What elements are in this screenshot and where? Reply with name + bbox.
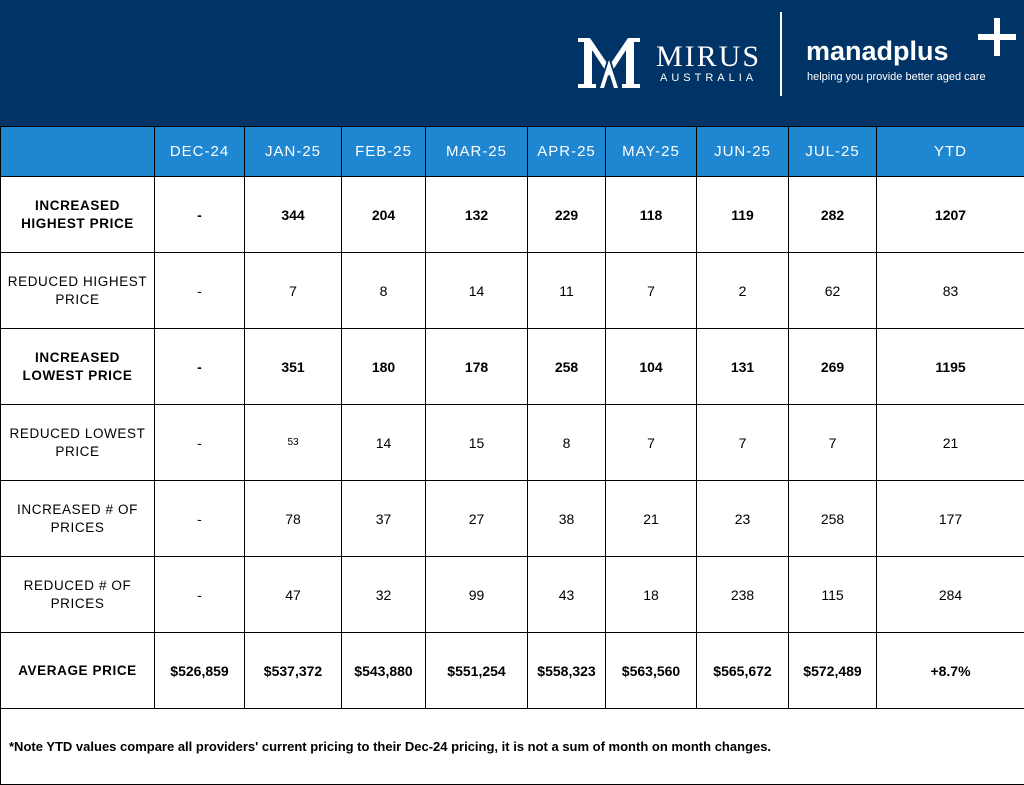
- table-cell: 8: [528, 405, 606, 481]
- column-header: JUL-25: [789, 127, 877, 177]
- table-cell: 1207: [877, 177, 1024, 253]
- table-cell: 47: [245, 557, 342, 633]
- table-cell: 78: [245, 481, 342, 557]
- table-cell: -: [155, 481, 245, 557]
- row-label: REDUCED LOWEST PRICE: [1, 405, 155, 481]
- table-cell: 258: [789, 481, 877, 557]
- table-cell: 11: [528, 253, 606, 329]
- ytd-note: *Note YTD values compare all providers' …: [1, 709, 1024, 785]
- table-cell: 37: [342, 481, 426, 557]
- manadplus-tagline: helping you provide better aged care: [807, 71, 986, 83]
- table-cell: 2: [697, 253, 789, 329]
- table-row: REDUCED LOWEST PRICE - 53 14 15 8 7 7 7 …: [1, 405, 1024, 481]
- table-cell: 99: [426, 557, 528, 633]
- table-cell: $565,672: [697, 633, 789, 709]
- table-row: INCREASED # OF PRICES - 78 37 27 38 21 2…: [1, 481, 1024, 557]
- table-header-row: DEC-24 JAN-25 FEB-25 MAR-25 APR-25 MAY-2…: [1, 127, 1024, 177]
- table-row: INCREASED HIGHEST PRICE - 344 204 132 22…: [1, 177, 1024, 253]
- row-label: REDUCED HIGHEST PRICE: [1, 253, 155, 329]
- column-header: MAR-25: [426, 127, 528, 177]
- table-cell: $551,254: [426, 633, 528, 709]
- table-cell: 15: [426, 405, 528, 481]
- table-cell: 7: [245, 253, 342, 329]
- table-cell: 43: [528, 557, 606, 633]
- table-cell: 8: [342, 253, 426, 329]
- table-cell: 351: [245, 329, 342, 405]
- note-row: *Note YTD values compare all providers' …: [1, 709, 1024, 785]
- header-banner: MIRUS AUSTRALIA manadplus helping you pr…: [0, 0, 1024, 126]
- row-label: INCREASED # OF PRICES: [1, 481, 155, 557]
- pricing-table: DEC-24 JAN-25 FEB-25 MAR-25 APR-25 MAY-2…: [0, 126, 1024, 785]
- table-row: AVERAGE PRICE $526,859 $537,372 $543,880…: [1, 633, 1024, 709]
- table-cell: 177: [877, 481, 1024, 557]
- table-cell: -: [155, 405, 245, 481]
- manadplus-name: manadplus: [806, 36, 949, 67]
- table-cell: 282: [789, 177, 877, 253]
- table-row: REDUCED # OF PRICES - 47 32 99 43 18 238…: [1, 557, 1024, 633]
- table-cell: 132: [426, 177, 528, 253]
- header-divider: [780, 12, 782, 96]
- table-row: REDUCED HIGHEST PRICE - 7 8 14 11 7 2 62…: [1, 253, 1024, 329]
- table-cell: 14: [426, 253, 528, 329]
- table-cell: 21: [877, 405, 1024, 481]
- row-label: INCREASED HIGHEST PRICE: [1, 177, 155, 253]
- table-cell: 38: [528, 481, 606, 557]
- table-cell: 269: [789, 329, 877, 405]
- row-label: REDUCED # OF PRICES: [1, 557, 155, 633]
- mirus-subtitle: AUSTRALIA: [660, 72, 757, 84]
- column-header: MAY-25: [606, 127, 697, 177]
- table-cell: +8.7%: [877, 633, 1024, 709]
- mirus-name: MIRUS: [656, 40, 761, 74]
- table-cell: $563,560: [606, 633, 697, 709]
- table-cell: 104: [606, 329, 697, 405]
- table-cell: 7: [697, 405, 789, 481]
- column-header: JUN-25: [697, 127, 789, 177]
- table-cell: 258: [528, 329, 606, 405]
- table-cell: 180: [342, 329, 426, 405]
- table-cell: 14: [342, 405, 426, 481]
- table-cell: $526,859: [155, 633, 245, 709]
- table-cell: 119: [697, 177, 789, 253]
- table-cell: 229: [528, 177, 606, 253]
- table-cell: $537,372: [245, 633, 342, 709]
- table-cell: -: [155, 557, 245, 633]
- column-header: APR-25: [528, 127, 606, 177]
- table-cell: 7: [606, 253, 697, 329]
- table-cell: $572,489: [789, 633, 877, 709]
- table-cell: 178: [426, 329, 528, 405]
- table-cell: $543,880: [342, 633, 426, 709]
- table-cell: 344: [245, 177, 342, 253]
- table-cell: 238: [697, 557, 789, 633]
- table-cell: 18: [606, 557, 697, 633]
- column-header: YTD: [877, 127, 1024, 177]
- column-header: FEB-25: [342, 127, 426, 177]
- column-header: DEC-24: [155, 127, 245, 177]
- row-label: INCREASED LOWEST PRICE: [1, 329, 155, 405]
- table-cell: 62: [789, 253, 877, 329]
- table-cell: 21: [606, 481, 697, 557]
- table-cell: -: [155, 253, 245, 329]
- table-cell: 7: [606, 405, 697, 481]
- table-cell: 53: [245, 405, 342, 481]
- table-cell: 204: [342, 177, 426, 253]
- table-cell: 131: [697, 329, 789, 405]
- table-cell: 32: [342, 557, 426, 633]
- table-cell: 118: [606, 177, 697, 253]
- header-corner: [1, 127, 155, 177]
- row-label: AVERAGE PRICE: [1, 633, 155, 709]
- column-header: JAN-25: [245, 127, 342, 177]
- table-cell: 7: [789, 405, 877, 481]
- table-cell: 284: [877, 557, 1024, 633]
- table-row: INCREASED LOWEST PRICE - 351 180 178 258…: [1, 329, 1024, 405]
- table-cell: 83: [877, 253, 1024, 329]
- table-cell: 115: [789, 557, 877, 633]
- table-cell: 27: [426, 481, 528, 557]
- table-cell: 1195: [877, 329, 1024, 405]
- table-cell: 23: [697, 481, 789, 557]
- table-cell: $558,323: [528, 633, 606, 709]
- table-cell: -: [155, 329, 245, 405]
- table-cell: -: [155, 177, 245, 253]
- mirus-monogram-icon: [576, 36, 642, 90]
- plus-cross-icon: [978, 18, 1018, 58]
